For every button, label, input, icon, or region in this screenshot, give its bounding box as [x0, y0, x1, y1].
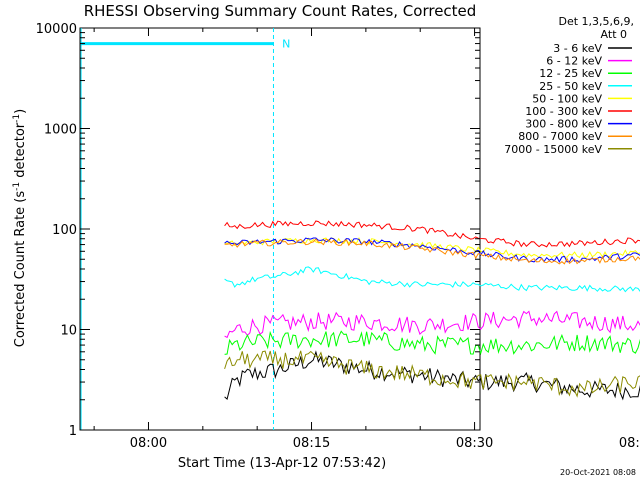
x-tick-label: 08:15	[293, 436, 330, 451]
y-tick-label: 10	[60, 324, 77, 339]
y-axis-label-main: Corrected Count Rate (s	[13, 191, 28, 348]
y-axis-label-sup1: -1	[12, 182, 22, 191]
legend-label-6: 300 - 800 keV	[525, 118, 602, 131]
y-axis: 1 10 100 1000 10000	[36, 22, 480, 439]
series-line-8	[224, 350, 640, 398]
series-line-2	[224, 330, 640, 356]
legend-header-line2: Att 0	[601, 28, 627, 41]
y-tick-label: 1	[69, 424, 77, 439]
x-tick-label: 08:30	[456, 436, 493, 451]
series-line-1	[224, 310, 640, 339]
x-axis-label: Start Time (13-Apr-12 07:53:42)	[178, 456, 386, 471]
legend-label-2: 12 - 25 keV	[539, 67, 602, 80]
y-tick-label: 1000	[44, 123, 77, 138]
chart-title: RHESSI Observing Summary Count Rates, Co…	[84, 2, 477, 20]
y-axis-label-mid: detector	[13, 122, 28, 182]
legend-label-8: 7000 - 15000 keV	[504, 143, 602, 156]
x-tick-label: 08:00	[130, 436, 167, 451]
y-tick-label: 100	[52, 223, 77, 238]
series-lines	[224, 220, 640, 401]
series-line-0	[224, 350, 640, 401]
y-axis-label-end: )	[13, 109, 28, 114]
y-axis-label-sup2: -1	[12, 114, 22, 123]
legend-label-1: 6 - 12 keV	[546, 55, 602, 68]
y-tick-label: 10000	[36, 22, 77, 37]
series-line-7	[224, 238, 640, 265]
series-line-5	[224, 220, 640, 248]
y-axis-label: Corrected Count Rate (s-1 detector-1)	[12, 109, 28, 347]
legend-label-3: 25 - 50 keV	[539, 80, 602, 93]
night-label: N	[282, 38, 290, 51]
legend-header-line1: Det 1,3,5,6,9,	[558, 15, 634, 28]
legend-label-5: 100 - 300 keV	[525, 105, 602, 118]
footer-date: 20-Oct-2021 08:08	[560, 468, 636, 477]
legend-label-7: 800 - 7000 keV	[518, 130, 602, 143]
legend-label-0: 3 - 6 keV	[553, 42, 602, 55]
series-line-3	[224, 266, 640, 293]
x-tick-label: 08:45	[619, 436, 640, 451]
legend-label-4: 50 - 100 keV	[532, 92, 602, 105]
series-line-4	[224, 237, 640, 259]
